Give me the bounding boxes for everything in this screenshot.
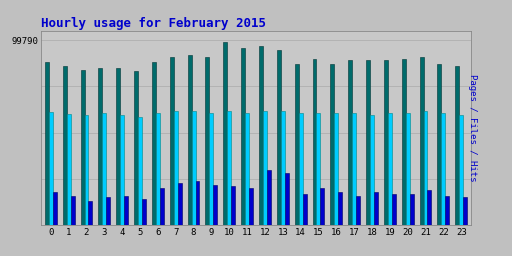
Bar bbox=[338, 192, 342, 225]
Bar bbox=[245, 113, 249, 225]
Bar bbox=[388, 113, 392, 225]
Bar bbox=[263, 111, 267, 225]
Bar bbox=[170, 57, 174, 225]
Bar bbox=[227, 111, 231, 225]
Bar bbox=[53, 192, 57, 225]
Bar bbox=[330, 64, 334, 225]
Bar bbox=[214, 185, 217, 225]
Bar bbox=[281, 111, 285, 225]
Bar bbox=[231, 186, 235, 225]
Bar bbox=[384, 60, 388, 225]
Bar bbox=[160, 188, 164, 225]
Bar bbox=[298, 113, 303, 225]
Bar bbox=[106, 197, 110, 225]
Bar bbox=[420, 57, 423, 225]
Bar bbox=[303, 194, 307, 225]
Bar bbox=[437, 64, 441, 225]
Bar bbox=[191, 111, 196, 225]
Bar bbox=[348, 60, 352, 225]
Bar bbox=[138, 117, 142, 225]
Bar bbox=[410, 194, 414, 225]
Bar bbox=[102, 113, 106, 225]
Bar bbox=[67, 114, 71, 225]
Bar bbox=[370, 115, 374, 225]
Bar bbox=[63, 66, 67, 225]
Bar bbox=[152, 62, 156, 225]
Bar bbox=[312, 59, 316, 225]
Bar bbox=[459, 115, 463, 225]
Y-axis label: Pages / Files / Hits: Pages / Files / Hits bbox=[467, 74, 477, 182]
Bar bbox=[445, 196, 449, 225]
Bar bbox=[334, 113, 338, 225]
Bar bbox=[71, 196, 75, 225]
Bar bbox=[188, 55, 191, 225]
Bar bbox=[366, 60, 370, 225]
Bar bbox=[356, 196, 360, 225]
Bar bbox=[205, 57, 209, 225]
Bar bbox=[89, 201, 92, 225]
Bar bbox=[84, 115, 89, 225]
Bar bbox=[120, 115, 124, 225]
Text: Hourly usage for February 2015: Hourly usage for February 2015 bbox=[41, 17, 266, 29]
Bar bbox=[463, 197, 467, 225]
Bar bbox=[428, 190, 432, 225]
Bar bbox=[392, 194, 396, 225]
Bar bbox=[241, 48, 245, 225]
Bar bbox=[49, 112, 53, 225]
Bar bbox=[178, 183, 182, 225]
Bar bbox=[352, 113, 356, 225]
Bar bbox=[423, 111, 428, 225]
Bar bbox=[321, 188, 324, 225]
Bar bbox=[80, 70, 84, 225]
Bar bbox=[124, 196, 128, 225]
Bar bbox=[277, 50, 281, 225]
Bar bbox=[455, 66, 459, 225]
Bar bbox=[174, 111, 178, 225]
Bar bbox=[134, 71, 138, 225]
Bar bbox=[142, 199, 146, 225]
Bar bbox=[402, 59, 406, 225]
Bar bbox=[441, 113, 445, 225]
Bar bbox=[285, 173, 289, 225]
Bar bbox=[223, 42, 227, 225]
Bar bbox=[249, 188, 253, 225]
Bar bbox=[406, 113, 410, 225]
Bar bbox=[156, 113, 160, 225]
Bar bbox=[98, 68, 102, 225]
Bar bbox=[295, 64, 298, 225]
Bar bbox=[316, 113, 321, 225]
Bar bbox=[267, 170, 271, 225]
Bar bbox=[374, 192, 378, 225]
Bar bbox=[196, 181, 200, 225]
Bar bbox=[45, 62, 49, 225]
Bar bbox=[259, 46, 263, 225]
Bar bbox=[116, 68, 120, 225]
Bar bbox=[209, 113, 214, 225]
